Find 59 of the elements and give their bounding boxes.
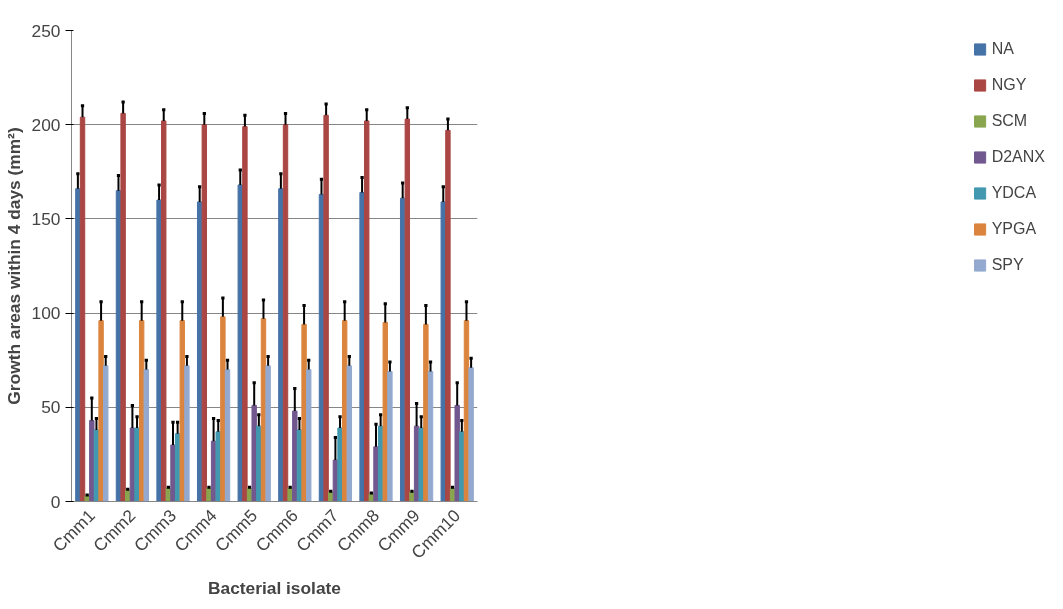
bar — [220, 316, 226, 502]
bar — [161, 120, 167, 502]
bar — [120, 112, 126, 502]
bar — [156, 199, 162, 502]
bar — [170, 444, 176, 502]
bar — [89, 419, 95, 502]
bar — [237, 184, 243, 502]
legend-label: SPY — [991, 256, 1024, 274]
bar — [224, 369, 231, 502]
bar — [359, 192, 365, 502]
bar — [418, 427, 424, 502]
bar — [265, 365, 271, 502]
bar — [373, 446, 379, 502]
legend-label: D2ANX — [991, 148, 1045, 166]
bar — [278, 188, 284, 502]
bar — [282, 124, 289, 502]
bar — [79, 116, 86, 502]
bar — [242, 126, 248, 502]
bar — [387, 371, 393, 502]
y-tick-label: 50 — [41, 397, 61, 418]
bar — [337, 427, 343, 502]
y-tick-label: 150 — [31, 208, 61, 229]
x-axis-title: Bacterial isolate — [208, 577, 342, 598]
bar — [364, 120, 370, 502]
bar — [251, 404, 257, 502]
bar — [301, 323, 307, 502]
bar — [98, 320, 104, 502]
bar — [423, 323, 429, 502]
bar — [75, 188, 81, 502]
bar — [427, 371, 434, 502]
bar — [445, 129, 451, 502]
y-tick-label: 0 — [50, 491, 61, 512]
legend-label: YDCA — [991, 184, 1037, 202]
y-tick-label: 250 — [31, 20, 61, 41]
bar — [256, 425, 262, 502]
bar — [440, 201, 446, 502]
bar — [143, 369, 150, 502]
y-tick-label: 100 — [31, 303, 61, 324]
bar — [184, 365, 190, 502]
bar — [134, 427, 140, 502]
legend-label: NGY — [991, 76, 1027, 94]
bar — [382, 322, 388, 502]
legend-label: YPGA — [991, 220, 1037, 238]
bar — [306, 369, 312, 502]
bar — [215, 431, 221, 502]
legend-label: NA — [991, 40, 1014, 58]
bar — [404, 118, 411, 502]
bar — [103, 365, 109, 502]
bar — [459, 431, 465, 502]
bar — [454, 404, 460, 502]
bar — [179, 320, 185, 502]
y-tick-label: 200 — [31, 114, 61, 135]
legend-label: SCM — [991, 112, 1028, 130]
bar — [468, 367, 474, 502]
bar — [201, 124, 208, 502]
bar — [346, 365, 353, 502]
y-axis-title: Growth areas within 4 days (mm²) — [3, 127, 24, 405]
bar — [292, 410, 298, 502]
bar — [323, 114, 329, 502]
